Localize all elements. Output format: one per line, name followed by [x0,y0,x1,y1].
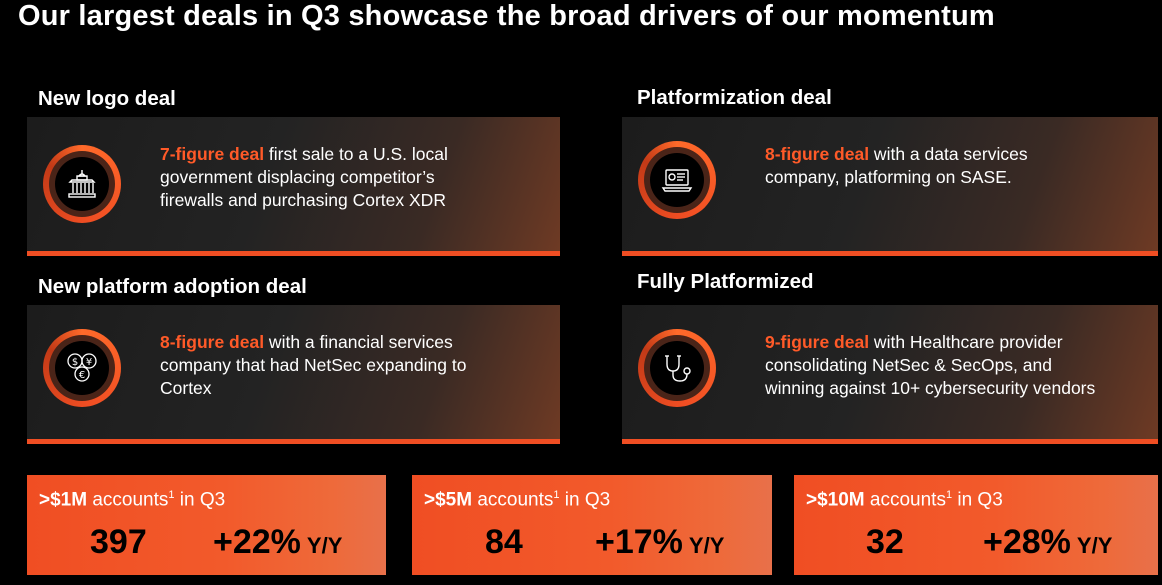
deal-label-new-logo: New logo deal [38,87,176,110]
currency-icon: $ ¥ € [55,341,109,395]
metric-suffix: in Q3 [174,489,226,511]
metric-count: 84 [485,523,523,561]
metric-footnote: 1 [945,489,953,501]
svg-text:$: $ [72,357,78,368]
metric-label-text: accounts [472,489,554,511]
deal-description: 8-figure deal with a data services compa… [765,143,1105,189]
deal-description: 9-figure deal with Healthcare provider c… [765,331,1105,400]
metric-label-text: accounts [87,489,169,511]
deal-highlight: 7-figure deal [160,144,265,164]
metric-threshold: >$10M [806,489,865,511]
deal-text: first sale to a U.S. local government di… [160,144,448,210]
deal-label-fully-platformized: Fully Platformized [637,270,814,293]
deal-card-platform-adoption: $ ¥ € 8-figure deal with a financial ser… [27,305,560,444]
metric-count: 32 [866,523,904,561]
deal-card-new-logo: 7-figure deal first sale to a U.S. local… [27,117,560,256]
deal-description: 7-figure deal first sale to a U.S. local… [160,143,500,212]
metric-threshold: >$1M [39,489,88,511]
metric-label: >$1M accounts1 in Q3 [39,489,225,511]
metric-label: >$5M accounts1 in Q3 [424,489,610,511]
metric-card-5m: >$5M accounts1 in Q3 84 +17% Y/Y [412,475,772,575]
deal-card-fully-platformized: 9-figure deal with Healthcare provider c… [622,305,1158,444]
metric-threshold: >$5M [424,489,473,511]
metric-growth-value: +28% [983,523,1071,561]
metric-growth-value: +22% [213,523,301,561]
deal-label-platform-adoption: New platform adoption deal [38,275,307,298]
deal-highlight: 8-figure deal [765,144,870,164]
government-building-icon [55,157,109,211]
deal-text: with a financial services company that h… [160,332,467,398]
deal-text: with Healthcare provider consolidating N… [765,332,1096,398]
metric-yy: Y/Y [688,533,725,558]
svg-text:€: € [79,370,85,381]
deal-text: with a data services company, platformin… [765,144,1028,187]
svg-text:¥: ¥ [86,357,92,368]
metric-footnote: 1 [168,489,175,501]
deal-highlight: 8-figure deal [160,332,265,352]
metric-card-1m: >$1M accounts1 in Q3 397 +22% Y/Y [27,475,386,575]
deal-icon-ring [638,329,716,407]
metric-suffix: in Q3 [952,489,1003,511]
deal-description: 8-figure deal with a financial services … [160,331,500,400]
metric-growth: +22% Y/Y [213,523,342,562]
page-title: Our largest deals in Q3 showcase the bro… [18,0,995,32]
deal-icon-ring [43,145,121,223]
metric-count: 397 [90,523,147,561]
metric-suffix: in Q3 [559,489,611,511]
deal-card-platformization: 8-figure deal with a data services compa… [622,117,1158,256]
deal-highlight: 9-figure deal [765,332,870,352]
metric-growth: +28% Y/Y [983,523,1112,562]
metric-yy: Y/Y [1076,533,1113,558]
deal-icon-ring [638,141,716,219]
deal-label-platformization: Platformization deal [637,86,832,109]
metric-yy: Y/Y [306,533,343,558]
metric-growth: +17% Y/Y [595,523,724,562]
metric-card-10m: >$10M accounts1 in Q3 32 +28% Y/Y [794,475,1158,575]
metric-footnote: 1 [553,489,560,501]
laptop-icon [650,153,704,207]
metric-growth-value: +17% [595,523,683,561]
deal-icon-ring: $ ¥ € [43,329,121,407]
stethoscope-icon [650,341,704,395]
metric-label-text: accounts [864,489,946,511]
metric-label: >$10M accounts1 in Q3 [806,489,1003,511]
